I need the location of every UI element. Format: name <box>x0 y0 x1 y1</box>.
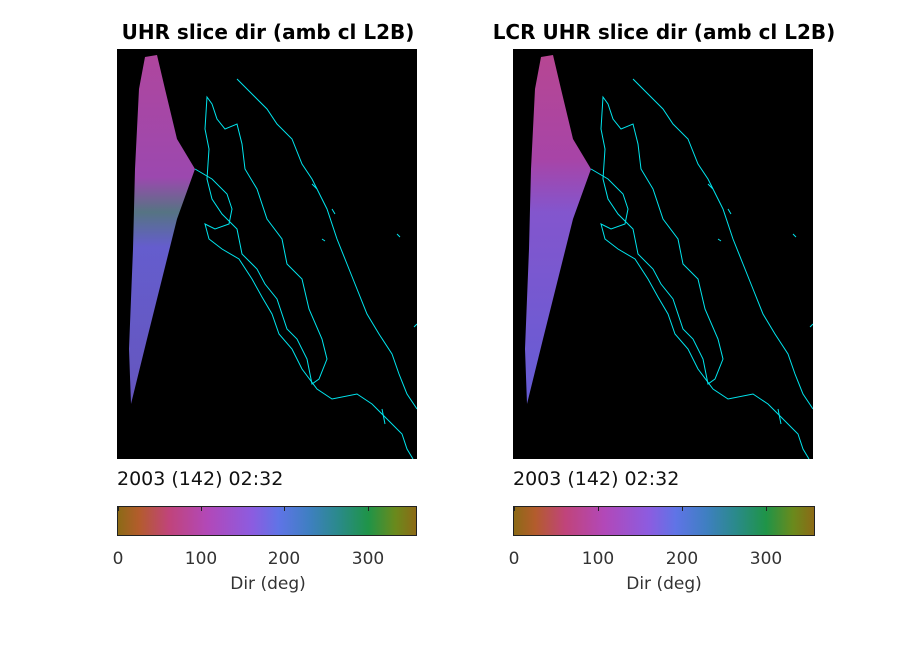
colorbar-tick <box>284 507 285 511</box>
colorbar-tick <box>598 507 599 511</box>
colorbar-tick-label: 300 <box>351 549 385 569</box>
colorbar-tick-label: 0 <box>508 549 520 569</box>
swath <box>129 55 195 404</box>
colorbar-tick-label: 200 <box>665 549 699 569</box>
coastline <box>590 78 813 459</box>
coastline <box>194 78 417 459</box>
timestamp: 2003 (142) 02:32 <box>513 468 680 490</box>
colorbar-tick <box>682 507 683 511</box>
colorbar <box>513 506 815 536</box>
wind-direction-map <box>117 49 417 459</box>
colorbar-tick <box>514 507 515 511</box>
swath <box>525 55 591 404</box>
colorbar-tick-label: 300 <box>749 549 783 569</box>
panel-title: UHR slice dir (amb cl L2B) <box>121 20 415 44</box>
timestamp: 2003 (142) 02:32 <box>117 468 284 490</box>
colorbar-tick <box>118 507 119 511</box>
colorbar-tick-label: 200 <box>267 549 301 569</box>
colorbar-tick-label: 0 <box>112 549 124 569</box>
colorbar-tick-label: 100 <box>581 549 615 569</box>
left-panel: UHR slice dir (amb cl L2B) 2003 (142) <box>112 20 417 594</box>
colorbar-label: Dir (deg) <box>626 574 702 594</box>
colorbar-label: Dir (deg) <box>230 574 306 594</box>
colorbar-tick <box>201 507 202 511</box>
colorbar-tick <box>368 507 369 511</box>
right-panel: LCR UHR slice dir (amb cl L2B) 2003 (142… <box>450 0 900 652</box>
wind-direction-map <box>513 49 813 459</box>
colorbar-tick <box>766 507 767 511</box>
panel-title: LCR UHR slice dir (amb cl L2B) <box>492 20 836 44</box>
colorbar <box>117 506 417 536</box>
colorbar-tick-label: 100 <box>184 549 218 569</box>
